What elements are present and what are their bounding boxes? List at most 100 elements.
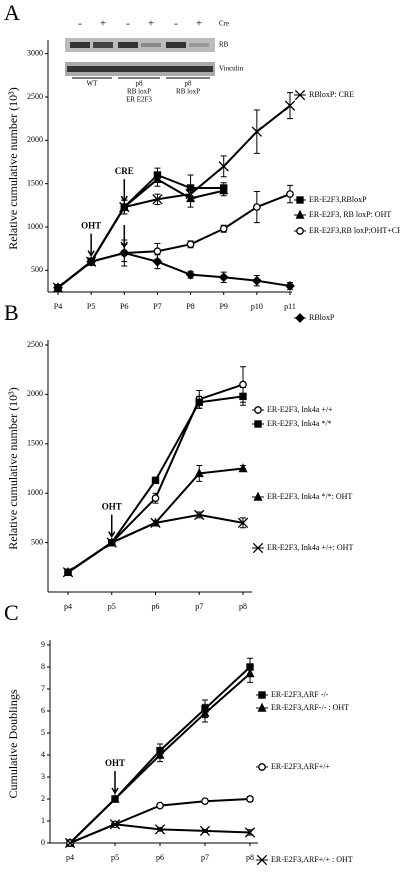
annotation: OHT bbox=[102, 502, 122, 512]
marker bbox=[251, 126, 263, 137]
marker bbox=[109, 819, 121, 830]
annotation: OHT bbox=[105, 758, 125, 768]
band bbox=[118, 42, 138, 48]
marker bbox=[284, 100, 296, 111]
x-tick-label: p8 bbox=[239, 602, 247, 611]
marker bbox=[252, 542, 264, 554]
series-line bbox=[57, 251, 291, 289]
blot-row-label: Cre bbox=[219, 20, 229, 28]
y-tick-label: 1500 bbox=[27, 178, 43, 187]
band bbox=[67, 66, 213, 72]
marker bbox=[218, 161, 229, 172]
marker bbox=[155, 749, 165, 759]
x-tick-label: p6 bbox=[152, 602, 160, 611]
blot-row-label: RB bbox=[219, 41, 229, 49]
annotation: OHT bbox=[81, 221, 101, 231]
marker bbox=[119, 201, 129, 211]
panel-letter: A bbox=[4, 0, 20, 25]
blot-group-label: RB loxP bbox=[176, 88, 200, 96]
x-tick-label: P6 bbox=[120, 302, 128, 311]
x-tick-label: p5 bbox=[108, 602, 116, 611]
legend-label: RBloxP: CRE bbox=[309, 90, 354, 99]
lane-sign: + bbox=[148, 18, 154, 30]
y-tick-label: 1500 bbox=[27, 439, 43, 448]
marker bbox=[119, 248, 130, 258]
blot-group-label: WT bbox=[87, 80, 99, 88]
blot-group-label: ER E2F3 bbox=[126, 96, 152, 104]
blot-rb bbox=[65, 38, 215, 52]
y-tick-label: 2000 bbox=[27, 135, 43, 144]
marker bbox=[150, 517, 161, 528]
y-tick-label: 0 bbox=[41, 838, 45, 847]
blot-group-label: p8 bbox=[185, 80, 193, 88]
marker bbox=[152, 194, 163, 205]
blot-inset bbox=[65, 38, 215, 79]
marker bbox=[254, 420, 262, 428]
marker bbox=[151, 476, 160, 485]
x-tick-label: P7 bbox=[153, 302, 161, 311]
annotation: CRE bbox=[115, 166, 134, 176]
band bbox=[93, 42, 113, 48]
y-tick-label: 4 bbox=[41, 750, 45, 759]
y-tick-label: 6 bbox=[41, 706, 45, 715]
legend-label: ER-E2F3, Ink4a +/+ bbox=[267, 405, 333, 414]
arrow bbox=[108, 514, 116, 539]
x-tick-label: P4 bbox=[54, 302, 62, 311]
marker bbox=[200, 707, 210, 717]
y-axis-label: Relative cumulative number (10³) bbox=[6, 87, 20, 250]
legend-label: ER-E2F3,ARF-/- : OHT bbox=[271, 703, 349, 712]
legend-label: ER-E2F3, Ink4a +/+: OHT bbox=[267, 543, 353, 552]
legend-label: ER-E2F3,RBloxP bbox=[309, 195, 367, 204]
marker bbox=[239, 392, 247, 401]
arrow bbox=[87, 233, 95, 258]
marker bbox=[195, 398, 203, 407]
lane-sign: + bbox=[100, 18, 106, 30]
panel: C Cumulative Doublings 0 1 2 3 4 5 6 7 8 9 p4 p5 p6 p7 p… bbox=[4, 600, 353, 866]
marker bbox=[152, 174, 162, 184]
marker bbox=[256, 854, 268, 866]
marker bbox=[186, 240, 195, 249]
legend-label: ER-E2F3,RB loxP:OHT+CRE bbox=[309, 226, 400, 235]
marker bbox=[253, 491, 263, 501]
marker bbox=[286, 190, 294, 198]
marker bbox=[295, 313, 305, 323]
y-tick-label: 1 bbox=[41, 816, 45, 825]
x-tick-label: p5 bbox=[111, 853, 119, 862]
band bbox=[70, 42, 90, 48]
legend-label: ER-E2F3, RB loxP: OHT bbox=[309, 210, 391, 219]
marker bbox=[295, 209, 305, 219]
marker bbox=[253, 203, 261, 211]
marker bbox=[186, 193, 196, 203]
y-tick-label: 500 bbox=[31, 265, 43, 274]
marker bbox=[257, 702, 267, 712]
arrow bbox=[120, 179, 128, 203]
panel-letter: C bbox=[4, 600, 19, 625]
blot-row-label: Vinculin bbox=[219, 65, 244, 73]
marker bbox=[154, 824, 166, 835]
marker bbox=[244, 827, 256, 838]
marker bbox=[156, 801, 164, 810]
marker bbox=[64, 837, 76, 849]
panel-letter: B bbox=[4, 300, 19, 325]
y-tick-label: 2000 bbox=[27, 389, 43, 398]
x-tick-label: p4 bbox=[64, 602, 72, 611]
marker bbox=[194, 509, 205, 521]
marker bbox=[62, 567, 74, 578]
marker bbox=[110, 793, 120, 803]
panel: B Relative cumulative number (10³) 500 1000… bbox=[4, 300, 353, 611]
marker bbox=[152, 256, 163, 267]
marker bbox=[199, 825, 211, 837]
marker bbox=[238, 463, 248, 473]
marker bbox=[251, 275, 262, 286]
marker bbox=[237, 517, 249, 528]
legend-label: RBloxP bbox=[309, 313, 335, 322]
marker bbox=[285, 281, 295, 291]
legend-label: ER-E2F3, Ink4a */*: OHT bbox=[267, 492, 352, 501]
y-tick-label: 1000 bbox=[27, 222, 43, 231]
marker bbox=[294, 89, 306, 101]
y-axis-label: Cumulative Doublings bbox=[6, 689, 20, 798]
marker bbox=[254, 406, 262, 414]
marker bbox=[245, 668, 255, 678]
panel: A Relative cumulative number (10³) 500 1000… bbox=[4, 0, 400, 323]
